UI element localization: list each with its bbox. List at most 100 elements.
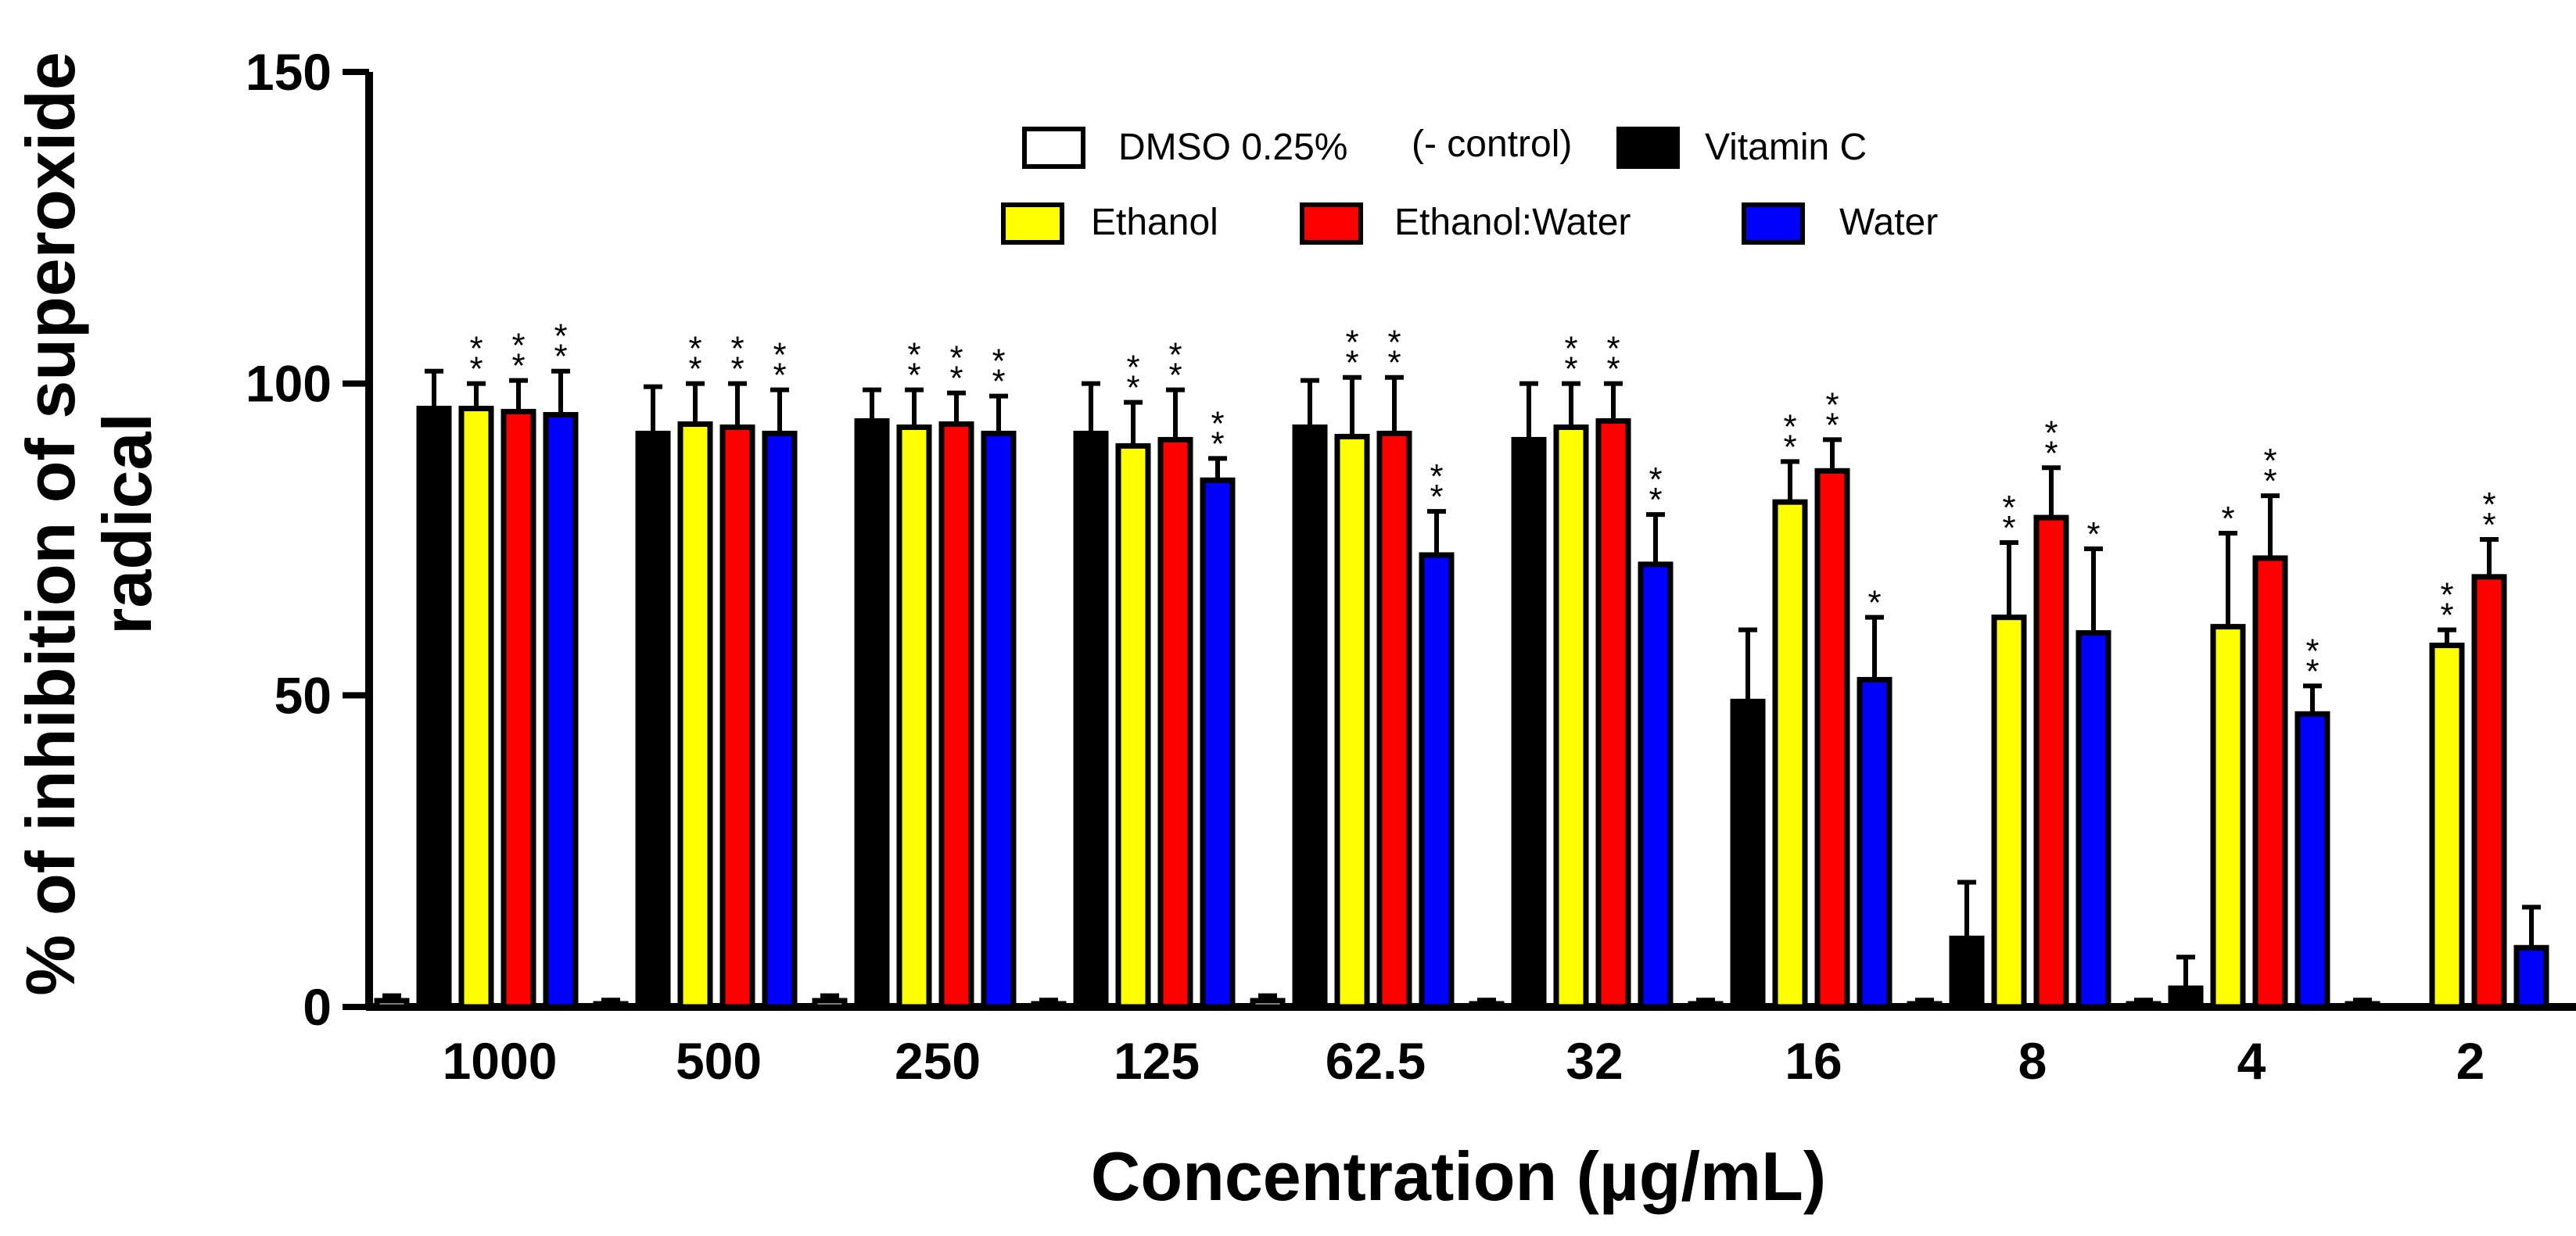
bar bbox=[1334, 433, 1370, 1010]
bar bbox=[1073, 430, 1109, 1010]
bar bbox=[1949, 935, 1985, 1010]
bar-group-8: ***** bbox=[1907, 414, 2111, 1010]
x-tick-label: 8 bbox=[2018, 1032, 2047, 1090]
legend-label-suffix: (- control) bbox=[1412, 124, 1572, 165]
significance-mark: * bbox=[2044, 414, 2058, 452]
significance-mark: * bbox=[1211, 404, 1224, 442]
bar bbox=[2210, 624, 2246, 1010]
bar bbox=[593, 1001, 629, 1010]
bar bbox=[1772, 499, 1808, 1010]
x-tick-label: 500 bbox=[676, 1032, 762, 1090]
legend-swatch bbox=[1022, 127, 1085, 169]
legend-item-vitamin-c: Vitamin C bbox=[1616, 127, 1867, 169]
legend: DMSO 0.25% (- control) Vitamin C Ethanol Eth… bbox=[1001, 124, 1938, 245]
significance-mark: * bbox=[554, 338, 567, 376]
legend-label: Ethanol bbox=[1091, 202, 1218, 243]
significance-mark: * bbox=[1783, 428, 1796, 466]
bar bbox=[1511, 436, 1547, 1010]
bar bbox=[1857, 676, 1893, 1010]
significance-mark: * bbox=[1126, 349, 1139, 387]
significance-mark: * bbox=[949, 360, 963, 398]
bar bbox=[812, 998, 848, 1010]
significance-mark: * bbox=[1825, 406, 1839, 444]
legend-item-ethanol: Ethanol bbox=[1001, 202, 1218, 245]
significance-mark: * bbox=[1825, 385, 1839, 424]
bar bbox=[1292, 424, 1328, 1010]
significance-mark: * bbox=[511, 347, 525, 385]
significance-mark: * bbox=[1783, 407, 1796, 446]
bar bbox=[1250, 998, 1286, 1010]
significance-mark: * bbox=[992, 342, 1005, 381]
bar bbox=[981, 430, 1017, 1010]
bar bbox=[543, 412, 579, 1010]
bar bbox=[2345, 1001, 2380, 1010]
significance-mark: * bbox=[2482, 506, 2495, 544]
significance-mark: * bbox=[1867, 584, 1881, 622]
significance-mark: * bbox=[2002, 489, 2015, 527]
x-tick-label: 2 bbox=[2456, 1032, 2485, 1090]
significance-mark: * bbox=[730, 330, 744, 368]
significance-mark: * bbox=[1168, 336, 1182, 374]
bar bbox=[1419, 552, 1455, 1010]
significance-mark: * bbox=[773, 336, 786, 374]
significance-mark: * bbox=[2002, 509, 2015, 547]
legend-item-dmso-0-25-: DMSO 0.25% (- control) bbox=[1022, 124, 1572, 169]
bar-group-125: ** **** bbox=[1031, 336, 1236, 1010]
significance-mark: * bbox=[2482, 485, 2495, 524]
x-tick-label: 4 bbox=[2237, 1032, 2266, 1090]
bar bbox=[416, 406, 452, 1010]
significance-mark: * bbox=[1387, 344, 1401, 382]
bar bbox=[1638, 561, 1674, 1010]
bar-group-16: ** *** bbox=[1688, 385, 1893, 1010]
bar bbox=[1688, 1001, 1724, 1010]
bar bbox=[2168, 985, 2204, 1010]
bar bbox=[896, 424, 932, 1010]
x-tick-label: 1000 bbox=[443, 1032, 558, 1090]
significance-mark: * bbox=[1564, 330, 1577, 368]
bar bbox=[719, 424, 755, 1010]
significance-mark: * bbox=[1211, 425, 1224, 463]
legend-label: Vitamin C bbox=[1705, 127, 1867, 168]
bar bbox=[2294, 711, 2330, 1010]
significance-mark: * bbox=[554, 317, 567, 356]
bar bbox=[1469, 1001, 1505, 1010]
significance-mark: * bbox=[1387, 324, 1401, 362]
y-tick-label: 150 bbox=[246, 43, 332, 101]
x-tick-label: 16 bbox=[1785, 1032, 1842, 1090]
significance-mark: * bbox=[1606, 350, 1620, 389]
significance-mark: * bbox=[2044, 434, 2058, 472]
significance-mark: * bbox=[688, 330, 701, 368]
significance-mark: * bbox=[949, 339, 963, 378]
bar bbox=[762, 430, 798, 1010]
bar bbox=[2076, 630, 2111, 1010]
significance-mark: * bbox=[1564, 350, 1577, 389]
significance-mark: * bbox=[2086, 515, 2100, 554]
significance-mark: * bbox=[2263, 462, 2276, 500]
significance-mark: * bbox=[2263, 442, 2276, 480]
significance-mark: * bbox=[1168, 356, 1182, 395]
bar bbox=[1157, 436, 1193, 1010]
bar bbox=[2471, 574, 2507, 1010]
x-tick-label: 62.5 bbox=[1326, 1032, 1426, 1090]
y-axis-title-line-2: radical bbox=[88, 413, 166, 635]
bar bbox=[1031, 1001, 1067, 1010]
significance-mark: * bbox=[773, 356, 786, 395]
bar-group-4: ***** bbox=[2126, 442, 2330, 1010]
bar bbox=[374, 998, 410, 1010]
x-axis-title: Concentration (µg/mL) bbox=[1091, 1137, 1826, 1215]
significance-mark: * bbox=[469, 330, 483, 368]
bar bbox=[500, 409, 536, 1010]
bar bbox=[1814, 468, 1850, 1010]
significance-mark: * bbox=[469, 350, 483, 389]
bar bbox=[2513, 944, 2549, 1010]
y-axis-title-line-1: % of inhibition of superoxide bbox=[12, 52, 89, 996]
bar-group-32: ****** bbox=[1469, 330, 1674, 1010]
y-tick-label: 100 bbox=[246, 355, 332, 413]
bar bbox=[1907, 1001, 1943, 1010]
legend-label: Ethanol:Water bbox=[1394, 202, 1631, 243]
significance-mark: * bbox=[2221, 500, 2234, 538]
significance-mark: * bbox=[2305, 652, 2319, 690]
bar bbox=[1595, 418, 1631, 1010]
